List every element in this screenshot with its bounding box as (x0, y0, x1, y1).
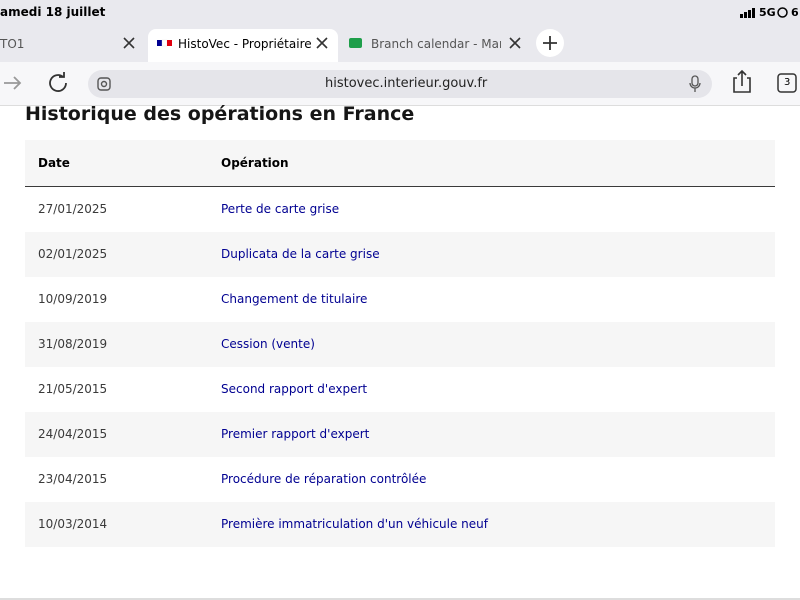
tab-bar (0, 25, 800, 62)
operation-cell: Duplicata de la carte grise (221, 247, 380, 261)
date-cell: 21/05/2015 (38, 382, 108, 396)
network: 5G (759, 6, 776, 19)
header-cell: Opération (221, 156, 289, 170)
operation-cell: Procédure de réparation contrôlée (221, 472, 427, 486)
tab-icons (123, 29, 564, 57)
operation-cell: Perte de carte grise (221, 202, 340, 216)
mic-icon[interactable] (688, 75, 702, 93)
tab-title[interactable]: TO1 (0, 37, 25, 51)
operation-cell: Changement de titulaire (221, 292, 368, 306)
table-row: 31/08/2019 Cession (vente) (25, 322, 775, 367)
table-row: 10/09/2019 Changement de titulaire (25, 277, 775, 322)
table-header: Date Opération (25, 140, 775, 187)
tab-count[interactable]: 3 (784, 77, 791, 88)
battery: 6 (791, 6, 799, 19)
date-cell: 10/09/2019 (38, 292, 108, 306)
date-cell: 24/04/2015 (38, 427, 108, 441)
page-heading: Historique des opérations en France (25, 103, 415, 125)
page-border (0, 598, 800, 600)
status-date: amedi 18 juillet (0, 5, 106, 19)
active-tab[interactable] (148, 29, 338, 62)
date-cell: 23/04/2015 (38, 472, 108, 486)
url-text[interactable]: histovec.interieur.gouv.fr (325, 76, 488, 91)
table-row: 10/03/2014 Première immatriculation d'un … (25, 502, 775, 547)
operation-cell: Première immatriculation d'un véhicule n… (221, 517, 488, 531)
operation-cell: Cession (vente) (221, 337, 315, 351)
operation-cell: Premier rapport d'expert (221, 427, 370, 441)
operation-cell: Second rapport d'expert (221, 382, 368, 396)
address-bar[interactable]: histovec.interieur.gouv.fr (88, 70, 712, 98)
status-bar: amedi 18 juillet 5G 6 (0, 0, 800, 25)
date-cell: 10/03/2014 (38, 517, 108, 531)
table-row: 27/01/2025 Perte de carte grise (25, 187, 775, 232)
signal-icon (740, 8, 755, 18)
table-row: 24/04/2015 Premier rapport d'expert (25, 412, 775, 457)
operations-table: Date Opération 27/01/2025 Perte de carte … (25, 140, 775, 547)
header-cell: Date (38, 156, 70, 170)
date-cell: 31/08/2019 (38, 337, 108, 351)
toolbar-icons (4, 69, 797, 93)
date-cell: 27/01/2025 (38, 202, 108, 216)
date-cell: 02/01/2025 (38, 247, 108, 261)
table-row: 21/05/2015 Second rapport d'expert (25, 367, 775, 412)
page-icon (97, 77, 111, 91)
tab-title[interactable]: Branch calendar - Marse (371, 37, 501, 51)
tab-title[interactable]: HistoVec - Propriétaire (178, 37, 312, 51)
table-row: 23/04/2015 Procédure de réparation contrô… (25, 457, 775, 502)
table-row: 02/01/2025 Duplicata de la carte grise (25, 232, 775, 277)
orientation-lock (777, 7, 788, 18)
